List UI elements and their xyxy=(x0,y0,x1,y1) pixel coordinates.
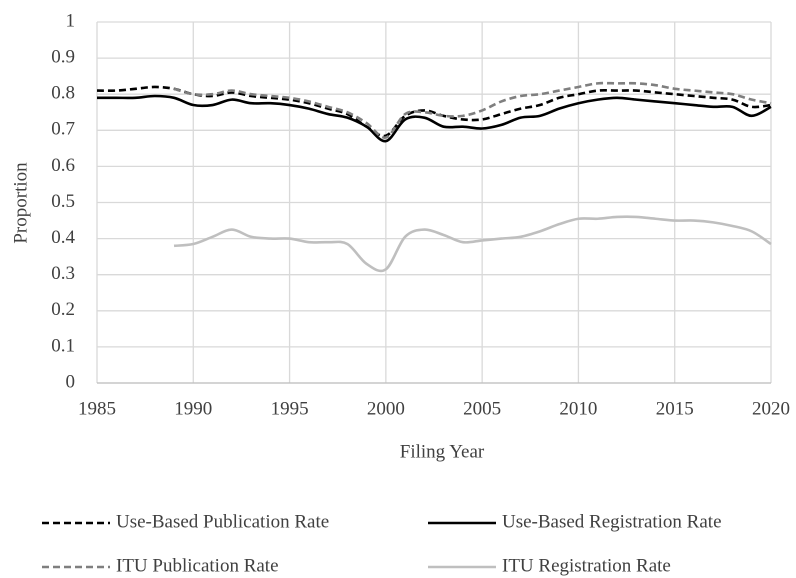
legend-label: ITU Registration Rate xyxy=(502,555,671,576)
y-axis-title: Proportion xyxy=(10,162,31,244)
y-tick-label: 0.7 xyxy=(51,119,75,140)
x-tick-label: 2020 xyxy=(752,398,790,419)
x-tick-label: 2005 xyxy=(463,398,501,419)
legend-label: ITU Publication Rate xyxy=(116,555,279,576)
series-line xyxy=(173,81,772,139)
legend-label: Use-Based Registration Rate xyxy=(502,511,722,532)
x-axis-title: Filing Year xyxy=(400,441,485,462)
y-tick-label: 0.4 xyxy=(51,227,75,248)
x-tick-label: 1995 xyxy=(271,398,309,419)
y-tick-label: 0.1 xyxy=(51,335,75,356)
y-tick-label: 0.8 xyxy=(51,83,75,104)
y-tick-label: 0.6 xyxy=(51,155,75,176)
series-line xyxy=(173,215,772,273)
y-tick-label: 0.3 xyxy=(51,263,75,284)
x-tick-label: 1990 xyxy=(174,398,212,419)
x-tick-label: 2000 xyxy=(367,398,405,419)
legend-label: Use-Based Publication Rate xyxy=(116,511,329,532)
series-line xyxy=(96,85,772,138)
series-line xyxy=(96,94,772,143)
y-tick-label: 1 xyxy=(66,10,76,31)
x-tick-label: 2015 xyxy=(656,398,694,419)
x-tick-label: 2010 xyxy=(559,398,597,419)
y-tick-label: 0.5 xyxy=(51,191,75,212)
y-tick-label: 0.9 xyxy=(51,46,75,67)
x-tick-label: 1985 xyxy=(78,398,116,419)
y-tick-label: 0 xyxy=(66,371,76,392)
y-tick-label: 0.2 xyxy=(51,299,75,320)
